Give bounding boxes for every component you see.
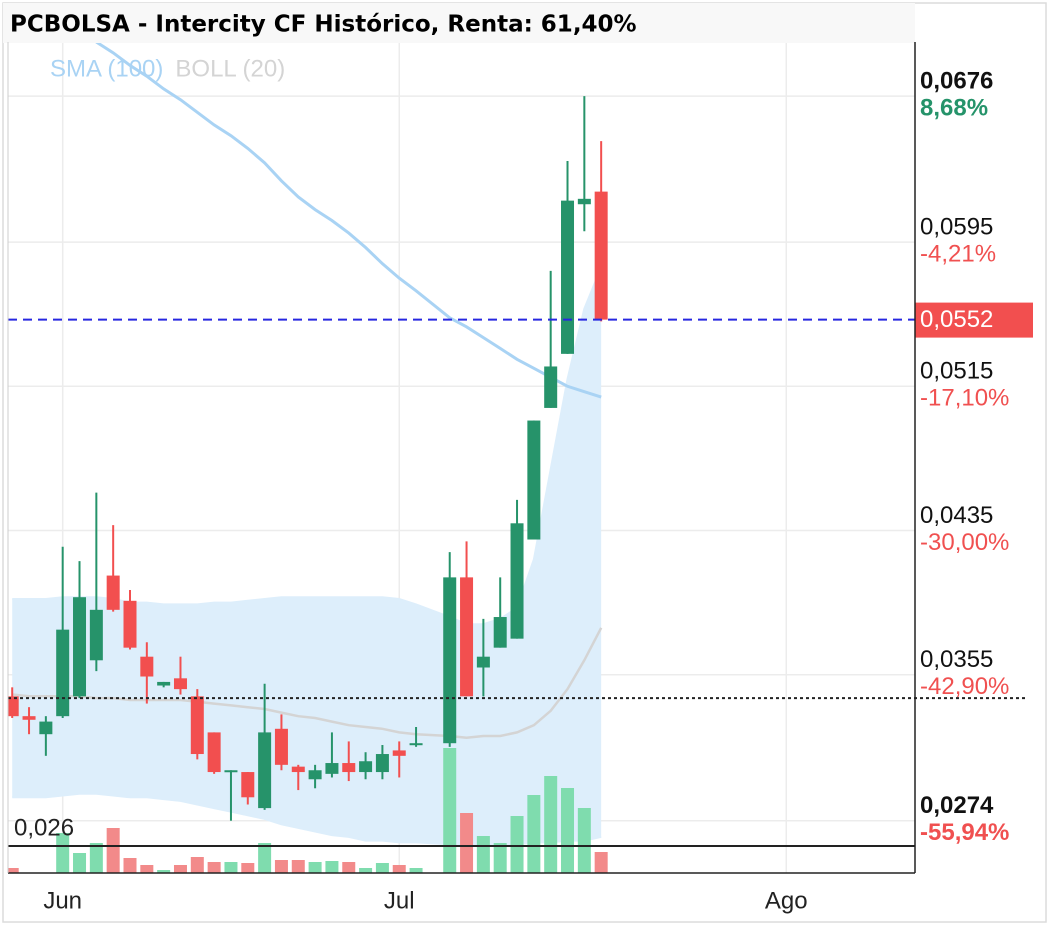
candle-body [577,198,591,205]
plot-layer [8,42,608,873]
volume-bar [544,776,558,873]
volume-bar [8,868,19,873]
volume-bar [207,862,221,873]
y-tick-change: -17,10% [920,385,1009,412]
volume-bar [106,828,120,873]
x-tick-label: Jul [384,887,415,914]
volume-bar [443,748,457,873]
volume-bar [73,853,87,873]
volume-bar [325,861,339,873]
candle-body [39,721,53,735]
volume-bar [493,843,507,873]
support-label: 0,026 [14,814,74,841]
title-bar [3,3,915,43]
y-tick-label: 0,0274 [920,792,994,819]
candle-body [460,577,474,697]
y-tick-change: -55,94% [920,819,1009,846]
candle-body [106,575,120,610]
y-tick-label: 0,0435 [920,502,993,529]
candle-body [291,766,305,773]
legend-entry: SMA (100) [50,55,163,82]
x-tick-label: Jun [43,887,82,914]
candle-body [325,763,339,774]
candle-body [375,754,389,773]
volume-bar [561,788,575,873]
volume-bar [140,865,154,873]
candle-body [342,763,356,773]
legend-entry: BOLL (20) [175,55,285,82]
y-tick-change: -4,21% [920,240,996,267]
candle-body [359,761,373,773]
candle-body [493,617,507,648]
volume-bar [123,858,137,873]
volume-bar [510,816,524,873]
volume-bar [375,863,389,873]
candle-body [443,577,457,744]
boll-middle [12,627,603,740]
candle-body [308,770,322,780]
candle-body [527,420,541,540]
volume-bar [527,795,541,873]
overlay-layer: 0,026 0,0552 [8,302,1033,847]
current-price-box [915,302,1033,338]
candle-body [476,656,490,668]
volume-bar [190,857,204,873]
candle-body [241,772,255,798]
candle-body [89,609,103,661]
candle-body [123,600,137,648]
volume-bar [241,863,255,873]
candle-body [22,716,36,720]
volume-bar [173,865,187,873]
volume-bar [476,836,490,873]
volume-bar [409,868,423,873]
x-tick-label: Ago [765,887,808,914]
candle-body [594,191,608,320]
volume-bar [89,843,103,873]
volume-bar [392,865,406,873]
current-price-label: 0,0552 [920,306,993,333]
sma-line [95,42,602,399]
candle-body [207,732,221,773]
volume-bar [359,868,373,873]
volume-bar [274,860,288,873]
candle-body [190,696,204,755]
y-tick-change: -30,00% [920,529,1009,556]
candle-body [173,678,187,690]
y-tick-label: 0,0355 [920,646,993,673]
volume-bar [224,862,238,873]
candle-body [73,597,87,697]
candle-body [157,681,171,686]
y-tick-label: 0,0595 [920,213,993,240]
candle-body [544,366,558,408]
candle-body [140,656,154,677]
volume-bar [342,862,356,873]
volume-bar [594,852,608,873]
y-tick-change: -42,90% [920,673,1009,700]
volume-bar [291,860,305,873]
volume-bar [56,833,70,873]
candle-body [56,629,70,717]
candle-body [392,750,406,756]
y-tick-change: 8,68% [920,94,988,121]
candle-body [409,743,423,746]
y-tick-label: 0,0515 [920,358,993,385]
volume-bar [157,870,171,873]
y-tick-label: 0,0676 [920,67,993,94]
candle-body [561,200,575,354]
candle-body [510,523,524,639]
chart-title: PCBOLSA - Intercity CF Histórico, Renta:… [10,12,637,38]
volume-bar [577,808,591,873]
volume-bar [258,843,272,873]
volume-bar [460,813,474,873]
candle-body [8,696,19,717]
volume-bar [308,862,322,873]
candle-body [274,728,288,765]
candle-body [224,770,238,773]
candle-body [258,732,272,809]
